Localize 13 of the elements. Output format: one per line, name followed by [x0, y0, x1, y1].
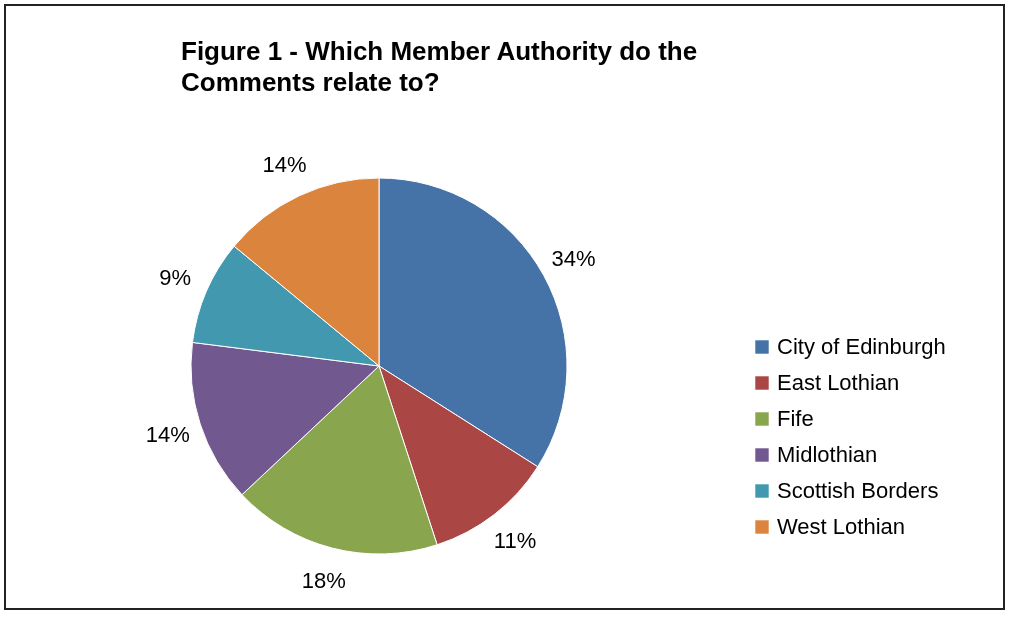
legend-label: Midlothian [777, 442, 878, 467]
data-label: 9% [159, 264, 192, 290]
data-label: 14% [145, 421, 190, 447]
chart-title: Figure 1 - Which Member Authority do the Comments relate to? [181, 36, 698, 97]
legend-label: City of Edinburgh [777, 334, 946, 359]
data-label: 11% [493, 528, 537, 554]
legend-label: Scottish Borders [777, 478, 939, 503]
legend-label: East Lothian [777, 370, 900, 395]
data-label: 14% [262, 152, 307, 178]
legend-label: West Lothian [777, 514, 906, 539]
data-label: 34% [551, 246, 596, 272]
legend-label: Fife [777, 406, 814, 431]
data-label: 18% [301, 568, 346, 594]
